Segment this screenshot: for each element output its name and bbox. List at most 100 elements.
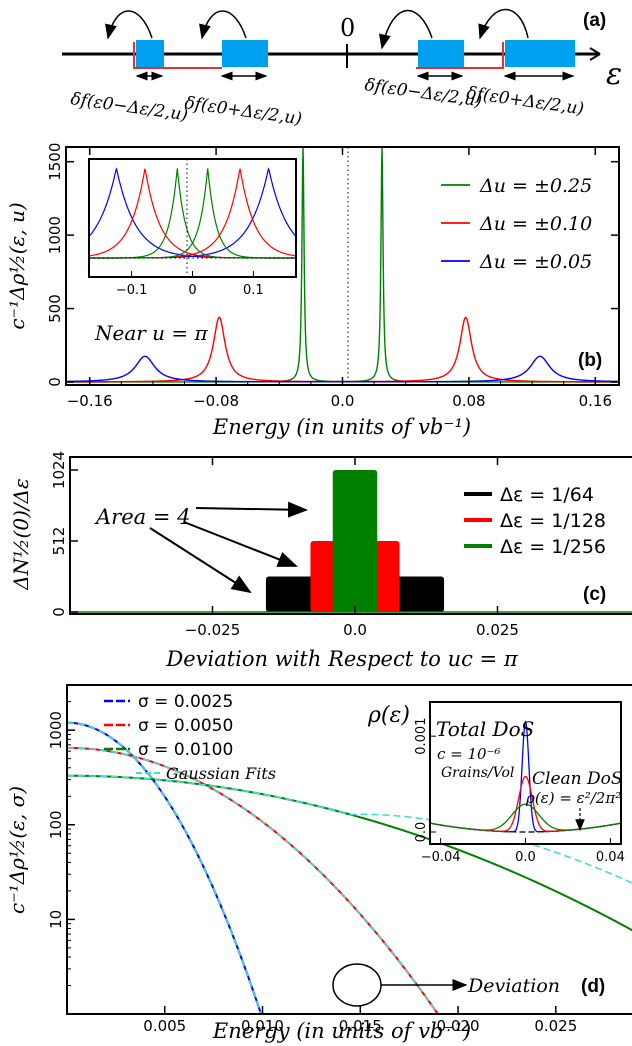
panel-b-label: (b)	[578, 350, 602, 371]
energy-bin-right-plus	[505, 40, 575, 67]
label-right-minus: δf(ε0−Δε/2,u)	[363, 75, 483, 111]
panel-d-legend: σ = 0.0025 σ = 0.0050 σ = 0.0100 Gaussian F…	[104, 692, 276, 783]
panel-d-inset-ylabel: ρ(ε)	[367, 703, 410, 728]
panel-c-legend-label: Δε = 1/64	[500, 484, 594, 506]
panel-d-inset-ytick-label: 0.0	[414, 822, 429, 843]
panel-c-annotation: Area = 4	[94, 505, 190, 529]
panel-d-inset-conc: c = 10⁻⁶	[437, 745, 501, 763]
panel-b-ytick-label: 500	[46, 294, 64, 323]
panel-b-xtick-label: −0.16	[67, 392, 113, 410]
panel-d-inset-xtick-label: −0.04	[421, 850, 461, 865]
panel-c-axes: −0.025 0.0 0.025 0 512 1024	[50, 451, 519, 639]
panel-b-ytick-label: 0	[46, 377, 64, 387]
panel-d-xtick-label: 0.020	[437, 1017, 480, 1035]
panel-d-ytick-label: 1000	[47, 711, 65, 749]
panel-d-frame	[66, 684, 632, 1015]
panel-d-legend-label: σ = 0.0100	[138, 740, 233, 760]
panel-d-inset-peak	[430, 803, 621, 831]
panel-d-inset-ytick-label: 0.001	[414, 718, 429, 755]
energy-bin-right-minus	[418, 40, 464, 67]
epsilon-axis-symbol: ε	[606, 57, 622, 92]
panel-d-chart: 0.005 0.010 0.015 0.020 0.025 10 100 1000 c⁻¹Δρ…	[5, 684, 632, 1043]
panel-d-xtick-label: 0.025	[534, 1017, 577, 1035]
panel-b-ylabel: c⁻¹Δρ½(ε, u)	[5, 202, 29, 329]
panel-b-xlabel: Energy (in units of vb⁻¹)	[212, 415, 471, 439]
panel-d-fit-line	[67, 747, 439, 1014]
panel-d-fit-line	[67, 774, 632, 884]
panel-d-xtick-label: 0.010	[241, 1017, 284, 1035]
panel-b-legend-label: Δu = ±0.10	[479, 213, 592, 235]
panel-c-ytick-label: 512	[50, 527, 68, 556]
label-left-plus: δf(ε0+Δε/2,u)	[183, 93, 303, 129]
panel-d-legend-fit-label: Gaussian Fits	[166, 764, 276, 783]
panel-b-xtick-label: −0.08	[193, 392, 239, 410]
panel-c-ytick-label: 0	[50, 607, 68, 617]
panel-d-xtick-label: 0.015	[339, 1017, 382, 1035]
panel-d-inset-xtick-label: 0.0	[515, 850, 536, 865]
zero-label: 0	[340, 14, 355, 42]
panel-d-ylabel: c⁻¹Δρ½(ε, σ)	[5, 786, 29, 914]
panel-d-ytick-label: 100	[47, 810, 65, 839]
panel-c-chart: −0.025 0.0 0.025 0 512 1024 ΔN½(0)/Δε Deviati…	[9, 451, 632, 671]
panel-b-inset-axes: −0.1 0 0.1	[116, 271, 264, 298]
panel-d-curves	[67, 721, 632, 1014]
panel-b-annotation: Near u = π	[94, 321, 209, 345]
panel-c-ylabel: ΔN½(0)/Δε	[9, 478, 33, 591]
panel-d-xlabel: Energy (in units of vb⁻¹)	[212, 1019, 471, 1043]
panel-d-axes: 0.005 0.010 0.015 0.020 0.025 10 100 1000	[47, 701, 577, 1035]
panel-b-ytick-label: 1500	[46, 143, 64, 181]
left-hop-arrow-1	[105, 10, 153, 40]
energy-bin-left-minus	[136, 40, 164, 67]
panel-c-xtick-label: 0.0	[343, 621, 367, 639]
label-right-plus: δf(ε0+Δε/2,u)	[465, 83, 585, 119]
right-hop-arrow-2	[478, 8, 529, 40]
panel-d-inset-axes: −0.04 0.0 0.04 0.0 0.001	[414, 718, 625, 865]
panel-d-legend-label: σ = 0.0050	[138, 716, 233, 736]
panel-d-legend-label: σ = 0.0025	[138, 692, 233, 712]
panel-b-legend-label: Δu = ±0.05	[479, 251, 592, 273]
panel-a-schematic: 0 ε (a) δf(ε0−Δε/2,u) δf(ε0+Δε/2,u) δf(ε…	[62, 8, 622, 129]
panel-d-inset-clean-formula: ρ(ε) = ε²/2π²	[525, 789, 621, 807]
panel-d-fit-line	[67, 721, 262, 1014]
panel-b-inset-xtick-label: −0.1	[116, 283, 148, 298]
panel-c-label: (c)	[583, 584, 606, 605]
panel-b-axes: −0.16 −0.08 0.0 0.08 0.16 0 500 1000 1500	[46, 143, 619, 410]
panel-b-ytick-label: 1000	[46, 216, 64, 254]
left-bracket	[133, 42, 222, 69]
panel-b-chart: −0.16 −0.08 0.0 0.08 0.16 0 500 1000 1500 c⁻¹Δρ½…	[5, 143, 620, 439]
panel-c-legend: Δε = 1/64 Δε = 1/128 Δε = 1/256	[464, 484, 606, 558]
panel-a-label: (a)	[583, 10, 606, 31]
panel-d-inset-curves	[430, 720, 621, 833]
panel-b-inset-xtick-label: 0.1	[243, 283, 264, 298]
panel-c-bar	[332, 470, 378, 612]
panel-c-bars	[265, 470, 445, 612]
right-hop-arrow-1	[379, 9, 433, 50]
deviation-circle	[332, 963, 382, 1007]
panel-c-ytick-label: 1024	[50, 451, 68, 489]
left-hop-arrow-2	[199, 10, 247, 40]
panel-b-xtick-label: 0.08	[452, 392, 485, 410]
panel-d-annotation: Deviation	[467, 975, 560, 997]
panel-c-xtick-label: −0.025	[185, 621, 241, 639]
panel-b-inset-xtick-label: 0	[188, 283, 196, 298]
panel-d-inset-conc-unit: Grains/Vol	[441, 765, 514, 781]
energy-bin-left-plus	[222, 40, 268, 67]
panel-d-ytick-label: 10	[47, 910, 65, 929]
panel-b-xtick-label: 0.0	[331, 392, 355, 410]
panel-c-xlabel: Deviation with Respect to uc = π	[165, 647, 518, 671]
panel-d-label: (d)	[581, 976, 605, 997]
right-bracket	[416, 42, 504, 69]
panel-b-legend-label: Δu = ±0.25	[479, 175, 592, 197]
panel-d-xtick-label: 0.005	[143, 1017, 186, 1035]
panel-c-xtick-label: 0.025	[476, 621, 519, 639]
panel-c-legend-label: Δε = 1/256	[500, 536, 606, 558]
panel-d-inset-xtick-label: 0.04	[596, 850, 625, 865]
panel-b-xtick-label: 0.16	[579, 392, 612, 410]
panel-d-series-line	[67, 746, 440, 1014]
panel-c-legend-label: Δε = 1/128	[500, 510, 606, 532]
panel-d-inset-clean-label: Clean DoS	[532, 769, 623, 789]
panel-d-inset-title: Total DoS	[436, 717, 534, 741]
panel-b-legend: Δu = ±0.25 Δu = ±0.10 Δu = ±0.05	[441, 175, 592, 273]
label-left-minus: δf(ε0−Δε/2,u)	[69, 89, 189, 125]
